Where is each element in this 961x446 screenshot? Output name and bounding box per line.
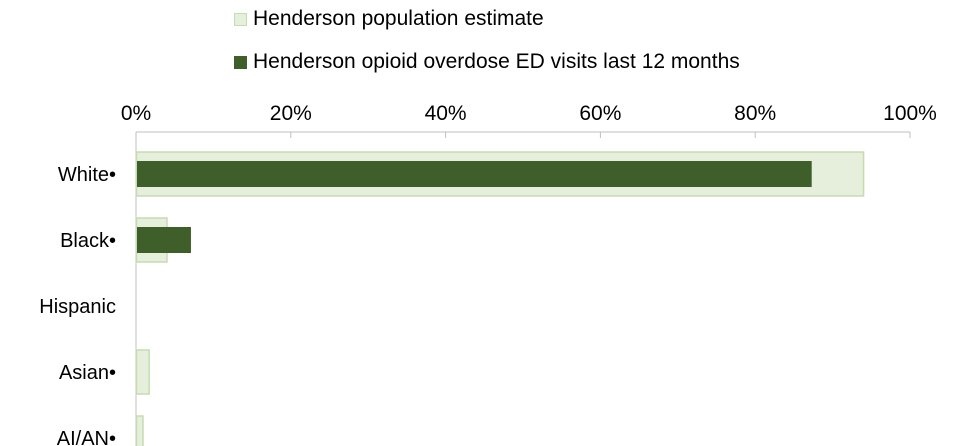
y-category-label: White• (58, 164, 116, 186)
x-tick-label: 80% (734, 102, 776, 125)
y-category-label: Black• (60, 230, 116, 252)
y-category-label: Asian• (59, 362, 116, 384)
chart-legend: Henderson population estimate Henderson … (234, 6, 740, 92)
legend-item-visits: Henderson opioid overdose ED visits last… (234, 49, 740, 75)
x-tick-label: 60% (579, 102, 621, 125)
x-tick-label: 20% (270, 102, 312, 125)
y-category-label: AI/AN• (57, 428, 116, 446)
y-category-label: Hispanic (39, 296, 116, 318)
legend-swatch-visits (234, 55, 247, 69)
ed-visits-bar (137, 227, 191, 253)
legend-item-population: Henderson population estimate (234, 6, 740, 32)
ed-visits-bar (137, 161, 812, 187)
legend-label-population: Henderson population estimate (253, 7, 544, 30)
x-tick-label: 0% (121, 102, 151, 125)
legend-swatch-population (234, 12, 247, 26)
legend-label-visits: Henderson opioid overdose ED visits last… (253, 50, 740, 73)
population-bar (135, 415, 144, 446)
x-tick-label: 40% (425, 102, 467, 125)
population-bar (135, 349, 150, 395)
x-tick-label: 100% (883, 102, 937, 125)
